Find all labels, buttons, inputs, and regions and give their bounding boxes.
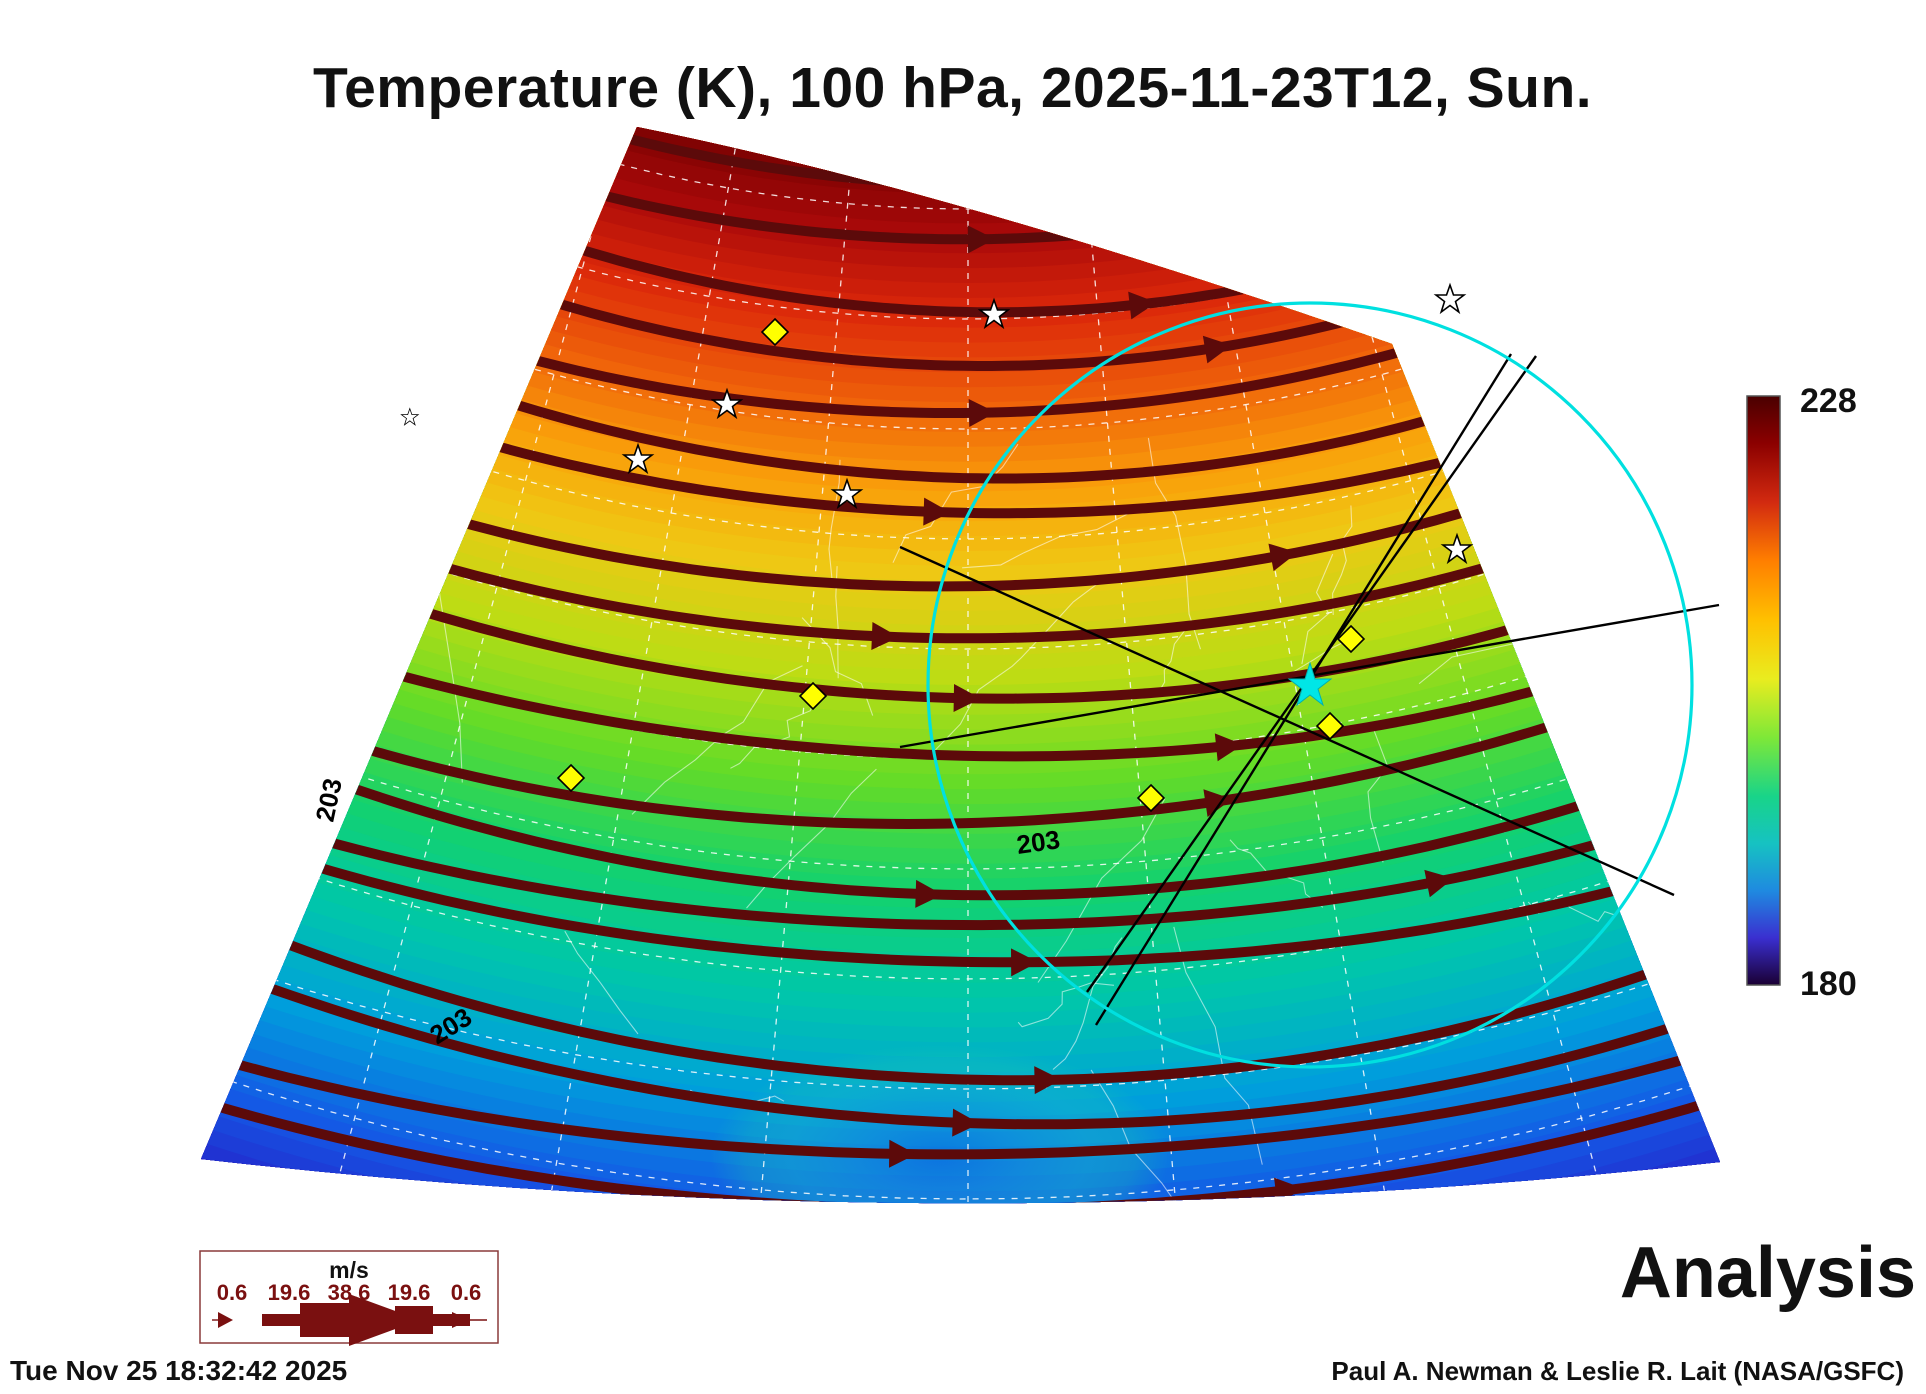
svg-text:228: 228 (1800, 382, 1857, 420)
svg-text:19.6: 19.6 (268, 1280, 311, 1305)
svg-text:180: 180 (1800, 965, 1857, 1003)
svg-text:0.6: 0.6 (451, 1280, 482, 1305)
svg-text:0.6: 0.6 (217, 1280, 248, 1305)
svg-text:203: 203 (1015, 824, 1062, 860)
svg-text:19.6: 19.6 (388, 1280, 431, 1305)
svg-text:203: 203 (310, 776, 348, 825)
